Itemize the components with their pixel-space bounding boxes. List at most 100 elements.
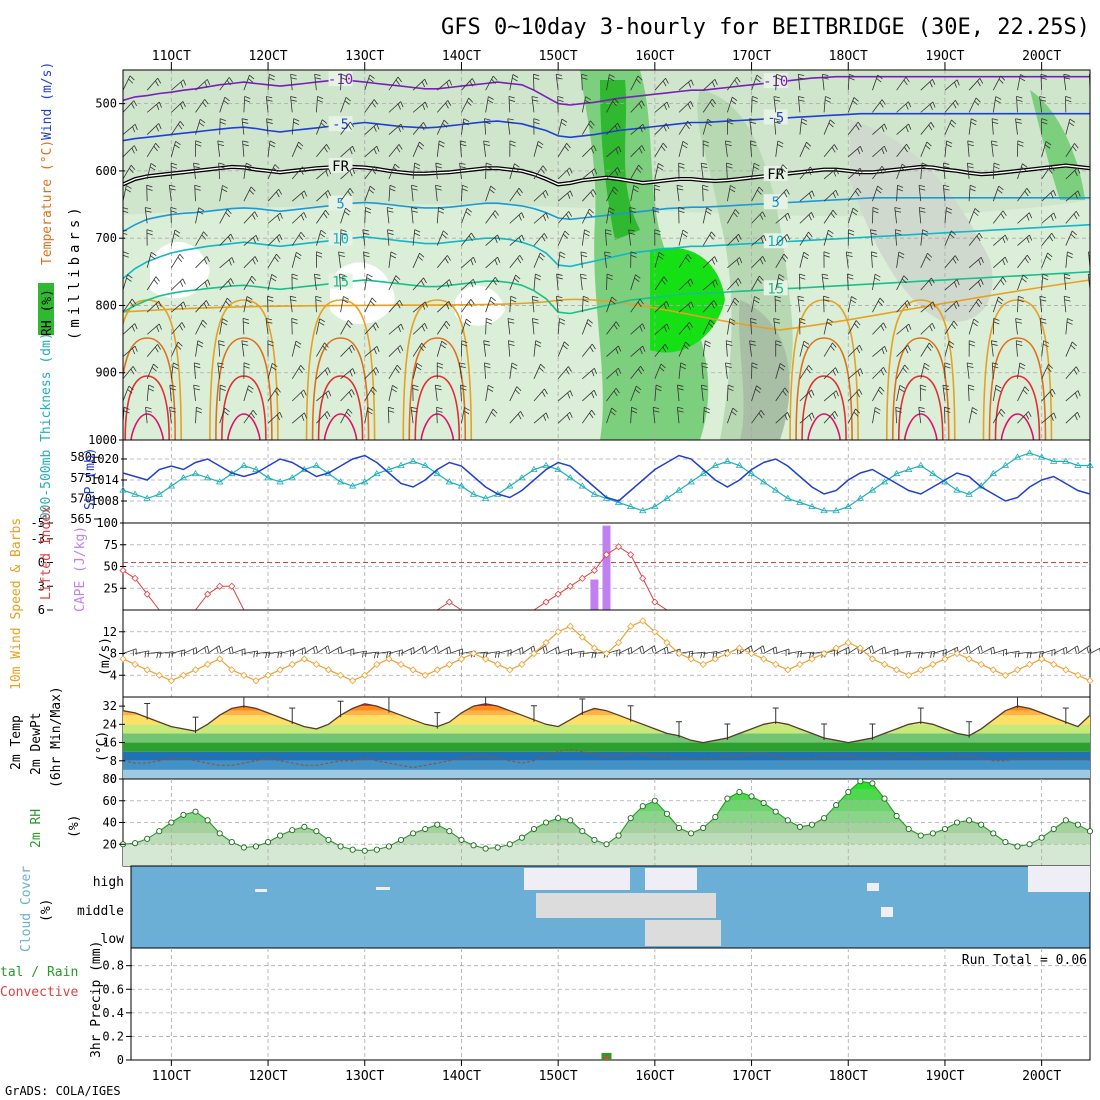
wind-barb — [847, 296, 852, 313]
wind-barb-flag — [823, 299, 830, 302]
wind-barb-flag — [642, 645, 645, 652]
wind-barb-flag — [436, 406, 443, 410]
wind-barb-flag — [921, 166, 928, 170]
wind-barb-flag — [580, 273, 587, 276]
wind10m-marker — [1013, 666, 1022, 674]
wind-barb-flag — [639, 325, 643, 332]
wind-barb — [410, 407, 414, 424]
wind-barb — [170, 207, 172, 224]
rh2m-marker — [543, 819, 550, 826]
wind-barb-flag — [944, 365, 951, 369]
wind-barb — [715, 649, 729, 654]
isotherm-label-bg — [763, 233, 788, 249]
wind-barb-flag — [172, 366, 179, 370]
wind-barb-flag — [301, 648, 304, 655]
wind-barb — [1017, 163, 1023, 180]
wind-barb — [653, 185, 656, 202]
wind-barb-flag — [510, 299, 517, 303]
wind-barb-flag — [802, 255, 809, 260]
wind-barb-flag — [677, 188, 684, 191]
wind-barb — [195, 119, 201, 135]
wind-barb-flag — [992, 362, 999, 365]
wind-barb — [170, 229, 176, 246]
wind-barb — [339, 273, 341, 291]
wind-barb — [582, 367, 595, 380]
wind-barb — [991, 118, 994, 135]
wind-barb — [581, 409, 592, 424]
wind-barb-flag — [177, 256, 183, 263]
wind10m-marker — [615, 639, 623, 647]
wind-barb-flag — [877, 74, 883, 80]
wind-barb — [799, 365, 809, 379]
wind-barb-flag — [290, 73, 297, 77]
wind-barb-flag — [636, 78, 641, 84]
wind-barb-flag — [376, 346, 380, 353]
wind-barb — [582, 145, 594, 158]
rh2m-marker — [700, 824, 707, 831]
wind-barb — [146, 163, 152, 180]
wind-barb-flag — [276, 236, 280, 243]
wind-barb-flag — [340, 77, 347, 81]
wind-barb-flag — [538, 367, 544, 372]
wind-barb-flag — [559, 255, 566, 259]
rh2m-marker — [470, 842, 477, 849]
wind-barb — [1065, 341, 1073, 357]
wind-barb-flag — [956, 79, 960, 86]
wind-barb — [316, 411, 328, 424]
wind-barb-flag — [1086, 647, 1089, 654]
wind-barb — [388, 323, 402, 335]
wind-barb — [896, 650, 911, 654]
wind-barb — [219, 297, 228, 313]
wind-barb-flag — [422, 104, 426, 110]
wind-barb — [364, 166, 375, 180]
wind-barb-flag — [879, 168, 884, 175]
wind-barb-flag — [585, 96, 591, 101]
wind-barb-flag — [902, 367, 908, 373]
wind-barb-flag — [881, 648, 884, 655]
wind-barb-flag — [372, 386, 377, 392]
wind-barb-flag — [169, 184, 176, 187]
wind-barb — [1017, 274, 1024, 291]
isotherm-label: 5 — [772, 195, 780, 211]
wind-barb-flag — [194, 365, 201, 369]
wind-barb-flag — [424, 323, 428, 329]
wind-barb-flag — [763, 235, 767, 242]
rh2m-marker — [506, 841, 513, 848]
wind-barb-flag — [996, 300, 1003, 305]
wind-barb — [823, 367, 836, 380]
wind-barb — [171, 278, 184, 291]
temp-band — [123, 710, 1090, 716]
wind-barb — [966, 362, 970, 379]
wind-barb-flag — [1093, 100, 1098, 103]
wind-barb-flag — [517, 257, 522, 264]
wind-barb — [315, 296, 317, 313]
wind-barb — [1041, 273, 1044, 291]
wind-barb-flag — [275, 191, 280, 198]
wind-barb — [823, 119, 831, 135]
wind10m-marker — [953, 649, 961, 658]
wind-barb-flag — [443, 323, 449, 330]
wind-barb — [437, 79, 450, 91]
wind-barb-flag — [1067, 318, 1073, 322]
wind-barb — [847, 187, 858, 202]
rh2m-marker — [893, 812, 900, 820]
wind-barb-flag — [319, 318, 326, 323]
wind-barb — [146, 363, 154, 379]
wind-barb-flag — [870, 232, 877, 235]
wind-barb-flag — [556, 273, 563, 276]
wind-barb-flag — [827, 318, 833, 323]
rh2m-marker — [724, 795, 731, 802]
thickness-line — [122, 452, 1090, 512]
wind-barb-flag — [919, 207, 926, 210]
thickness-marker — [614, 498, 623, 505]
wind-barb-flag — [156, 104, 160, 111]
wind-barb — [896, 275, 905, 291]
wind-barb — [968, 97, 977, 113]
wind-barb — [894, 207, 897, 224]
wind-barb-flag — [586, 322, 592, 327]
wind-barb-flag — [967, 366, 974, 368]
wind-barb-flag — [252, 214, 256, 220]
wind-barb — [726, 407, 734, 424]
